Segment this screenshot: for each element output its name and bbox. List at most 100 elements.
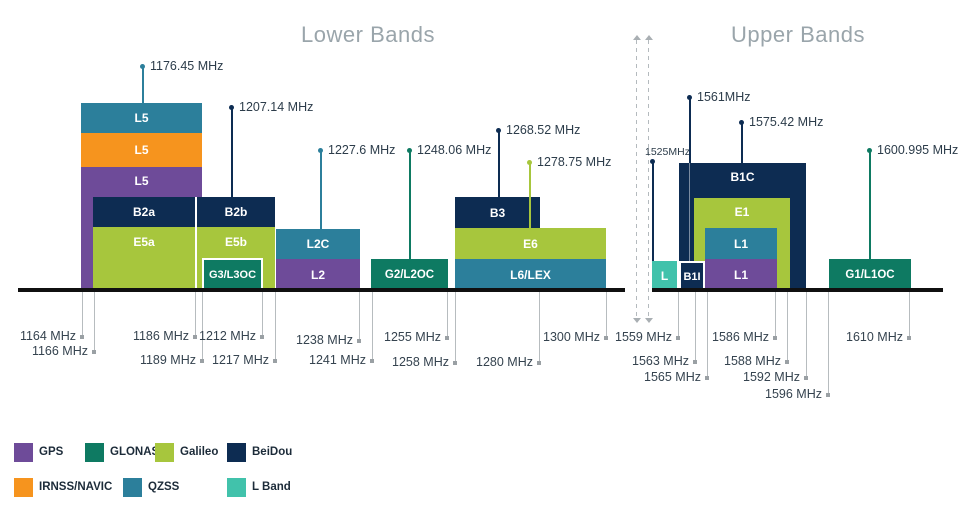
frequency-axis-upper xyxy=(652,288,943,292)
freq-tick-label-1212-mhz: 1212 MHz xyxy=(199,329,256,343)
band-block-l2: L2 xyxy=(276,259,360,290)
freq-tick-dot-icon xyxy=(445,336,449,340)
freq-tick-label-1559-mhz: 1559 MHz xyxy=(615,330,672,344)
freq-marker-line-1268-52-mhz xyxy=(498,131,500,197)
band-block-l2c: L2C xyxy=(276,229,360,259)
freq-tick-line-1592-mhz xyxy=(806,292,807,378)
freq-marker-dot-icon xyxy=(650,159,655,164)
freq-tick-line-1166-mhz xyxy=(94,292,95,352)
freq-tick-line-1238-mhz xyxy=(359,292,360,341)
freq-marker-label-1278-75-mhz: 1278.75 MHz xyxy=(537,155,612,169)
legend-swatch-beidou xyxy=(227,443,246,462)
legend-label-beidou: BeiDou xyxy=(252,446,293,458)
freq-marker-dot-icon xyxy=(407,148,412,153)
freq-marker-line-1575-42-mhz xyxy=(741,123,743,163)
legend-label-galileo: Galileo xyxy=(180,446,219,458)
freq-marker-label-1525mhz: 1525MHz xyxy=(645,146,690,158)
freq-tick-line-1217-mhz xyxy=(275,292,276,361)
freq-tick-dot-icon xyxy=(773,336,777,340)
freq-marker-line-1600-995-mhz xyxy=(869,151,871,259)
band-block-g3-l3oc: G3/L3OC xyxy=(202,258,263,290)
freq-tick-dot-icon xyxy=(604,336,608,340)
freq-tick-dot-icon xyxy=(453,361,457,365)
freq-tick-label-1280-mhz: 1280 MHz xyxy=(476,355,533,369)
freq-tick-line-1586-mhz xyxy=(775,292,776,338)
axis-break-line xyxy=(636,40,637,318)
freq-marker-label-1227-6-mhz: 1227.6 MHz xyxy=(328,143,396,157)
band-block-l1: L1 xyxy=(705,228,777,259)
freq-marker-dot-icon xyxy=(318,148,323,153)
freq-marker-dot-icon xyxy=(867,148,872,153)
freq-tick-line-1280-mhz xyxy=(539,292,540,363)
freq-tick-dot-icon xyxy=(370,359,374,363)
freq-marker-line-1207-14-mhz xyxy=(231,108,233,197)
freq-tick-label-1592-mhz: 1592 MHz xyxy=(743,370,800,384)
legend-label-gps: GPS xyxy=(39,446,64,458)
freq-tick-line-1563-mhz xyxy=(695,292,696,362)
freq-tick-dot-icon xyxy=(357,339,361,343)
freq-tick-label-1186-mhz: 1186 MHz xyxy=(132,329,189,343)
freq-tick-label-1610-mhz: 1610 MHz xyxy=(846,330,903,344)
freq-tick-line-1164-mhz xyxy=(82,292,83,337)
freq-tick-dot-icon xyxy=(80,335,84,339)
legend-swatch-gps xyxy=(14,443,33,462)
freq-tick-dot-icon xyxy=(537,361,541,365)
freq-marker-dot-icon xyxy=(229,105,234,110)
band-block-l5: L5 xyxy=(81,133,202,167)
freq-tick-dot-icon xyxy=(273,359,277,363)
freq-tick-line-1559-mhz xyxy=(678,292,679,338)
freq-tick-dot-icon xyxy=(200,359,204,363)
freq-tick-line-1255-mhz xyxy=(447,292,448,338)
freq-marker-line-1176-45-mhz xyxy=(142,67,144,103)
freq-tick-label-1596-mhz: 1596 MHz xyxy=(765,387,822,401)
band-block-l5: L5 xyxy=(81,103,202,133)
freq-tick-label-1217-mhz: 1217 MHz xyxy=(212,353,269,367)
lower-bands-title: Lower Bands xyxy=(301,22,435,47)
freq-tick-dot-icon xyxy=(705,376,709,380)
freq-tick-dot-icon xyxy=(907,336,911,340)
freq-tick-label-1189-mhz: 1189 MHz xyxy=(139,353,196,367)
freq-tick-dot-icon xyxy=(260,335,264,339)
freq-marker-label-1268-52-mhz: 1268.52 MHz xyxy=(506,123,581,137)
legend-swatch-irnss-navic xyxy=(14,478,33,497)
band-block-l6-lex: L6/LEX xyxy=(455,259,606,290)
freq-tick-dot-icon xyxy=(693,360,697,364)
legend-swatch-glonass xyxy=(85,443,104,462)
band-block-l: L xyxy=(652,261,677,290)
freq-marker-dot-icon xyxy=(527,160,532,165)
legend-swatch-l-band xyxy=(227,478,246,497)
freq-tick-label-1238-mhz: 1238 MHz xyxy=(296,333,353,347)
band-block-e6: E6 xyxy=(455,228,606,259)
freq-tick-line-1212-mhz xyxy=(262,292,263,337)
band-block-b1i: B1I xyxy=(679,261,705,290)
freq-marker-label-1207-14-mhz: 1207.14 MHz xyxy=(239,100,314,114)
freq-marker-label-1561mhz: 1561MHz xyxy=(697,90,751,104)
freq-tick-dot-icon xyxy=(676,336,680,340)
axis-break-line xyxy=(648,40,649,318)
band-block-e5a: E5a xyxy=(93,227,195,290)
freq-marker-dot-icon xyxy=(739,120,744,125)
freq-tick-line-1186-mhz xyxy=(195,292,196,337)
legend-swatch-galileo xyxy=(155,443,174,462)
axis-break-arrow-down-icon xyxy=(632,318,641,323)
freq-tick-dot-icon xyxy=(826,393,830,397)
freq-tick-dot-icon xyxy=(804,376,808,380)
band-block-l1: L1 xyxy=(705,259,777,290)
freq-marker-line-1561mhz xyxy=(689,98,691,163)
band-block-g1-l1oc: G1/L1OC xyxy=(829,259,911,290)
freq-tick-line-1300-mhz xyxy=(606,292,607,338)
freq-marker-label-1248-06-mhz: 1248.06 MHz xyxy=(417,143,492,157)
freq-marker-line-1525mhz xyxy=(652,162,654,261)
freq-tick-line-1189-mhz xyxy=(202,292,203,361)
band-block-b2a: B2a xyxy=(93,197,195,227)
freq-marker-dot-icon xyxy=(496,128,501,133)
axis-break-arrow-up-icon xyxy=(644,35,653,40)
freq-tick-dot-icon xyxy=(92,350,96,354)
freq-marker-line-1278-75-mhz xyxy=(529,163,531,228)
frequency-axis-lower xyxy=(18,288,625,292)
freq-marker-line-1227-6-mhz xyxy=(320,151,322,229)
freq-tick-label-1565-mhz: 1565 MHz xyxy=(644,370,701,384)
freq-tick-label-1586-mhz: 1586 MHz xyxy=(712,330,769,344)
freq-tick-line-1565-mhz xyxy=(707,292,708,378)
